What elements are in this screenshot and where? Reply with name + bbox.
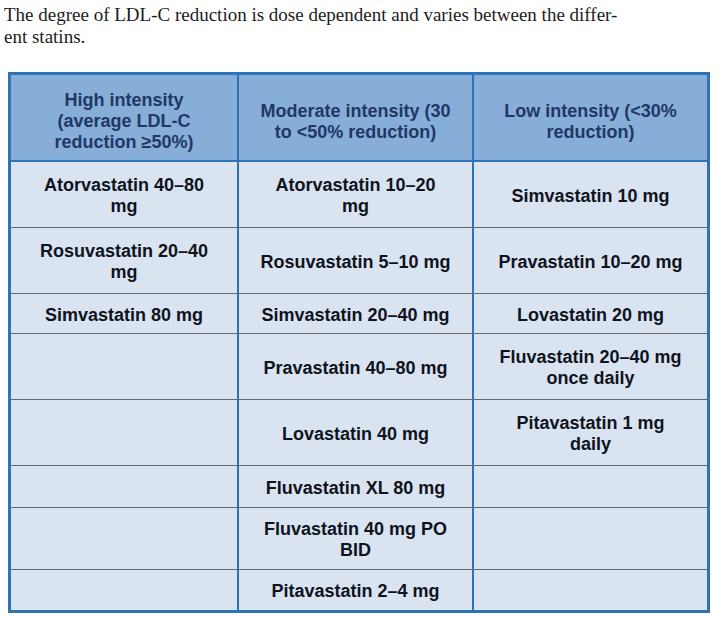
table-cell: Atorvastatin 10–20 mg [237,162,472,227]
table-row: Atorvastatin 40–80 mg Atorvastatin 10–20… [11,162,707,227]
table-cell [472,570,707,610]
table-row: Pitavastatin 2–4 mg [11,569,707,610]
intro-line-1: The degree of LDL-C reduction is dose de… [4,4,718,26]
table-header-row: High intensity (average LDL-C reduction … [11,75,707,162]
table-cell: Fluvastatin XL 80 mg [237,466,472,507]
table-cell [11,334,237,399]
table-cell [11,400,237,465]
table-row: Pravastatin 40–80 mg Fluvastatin 20–40 m… [11,333,707,399]
table-row: Simvastatin 80 mg Simvastatin 20–40 mg L… [11,293,707,333]
table-cell: Atorvastatin 40–80 mg [11,162,237,227]
table-cell: Pitavastatin 2–4 mg [237,570,472,610]
table-cell: Simvastatin 10 mg [472,162,707,227]
table-cell: Pravastatin 40–80 mg [237,334,472,399]
table-cell [11,508,237,569]
table-cell: Rosuvastatin 5–10 mg [237,228,472,293]
table-row: Fluvastatin 40 mg PO BID [11,507,707,569]
intro-line-2: ent statins. [4,26,718,48]
table-row: Fluvastatin XL 80 mg [11,465,707,507]
column-header-moderate-intensity: Moderate intensity (30 to <50% reduction… [237,75,472,160]
table-cell: Lovastatin 20 mg [472,294,707,333]
table-cell [472,508,707,569]
table-cell: Rosuvastatin 20–40 mg [11,228,237,293]
table-cell: Simvastatin 20–40 mg [237,294,472,333]
intro-paragraph: The degree of LDL-C reduction is dose de… [4,4,718,48]
column-header-low-intensity: Low intensity (<30% reduction) [472,75,707,160]
table-cell: Simvastatin 80 mg [11,294,237,333]
table-cell [11,466,237,507]
table-row: Rosuvastatin 20–40 mg Rosuvastatin 5–10 … [11,227,707,293]
column-header-high-intensity: High intensity (average LDL-C reduction … [11,75,237,160]
table-cell: Pitavastatin 1 mg daily [472,400,707,465]
table-cell: Fluvastatin 20–40 mg once daily [472,334,707,399]
table-cell [11,570,237,610]
table-cell [472,466,707,507]
table-cell: Pravastatin 10–20 mg [472,228,707,293]
table-cell: Lovastatin 40 mg [237,400,472,465]
table-row: Lovastatin 40 mg Pitavastatin 1 mg daily [11,399,707,465]
table-cell: Fluvastatin 40 mg PO BID [237,508,472,569]
statin-intensity-table: High intensity (average LDL-C reduction … [8,72,710,613]
